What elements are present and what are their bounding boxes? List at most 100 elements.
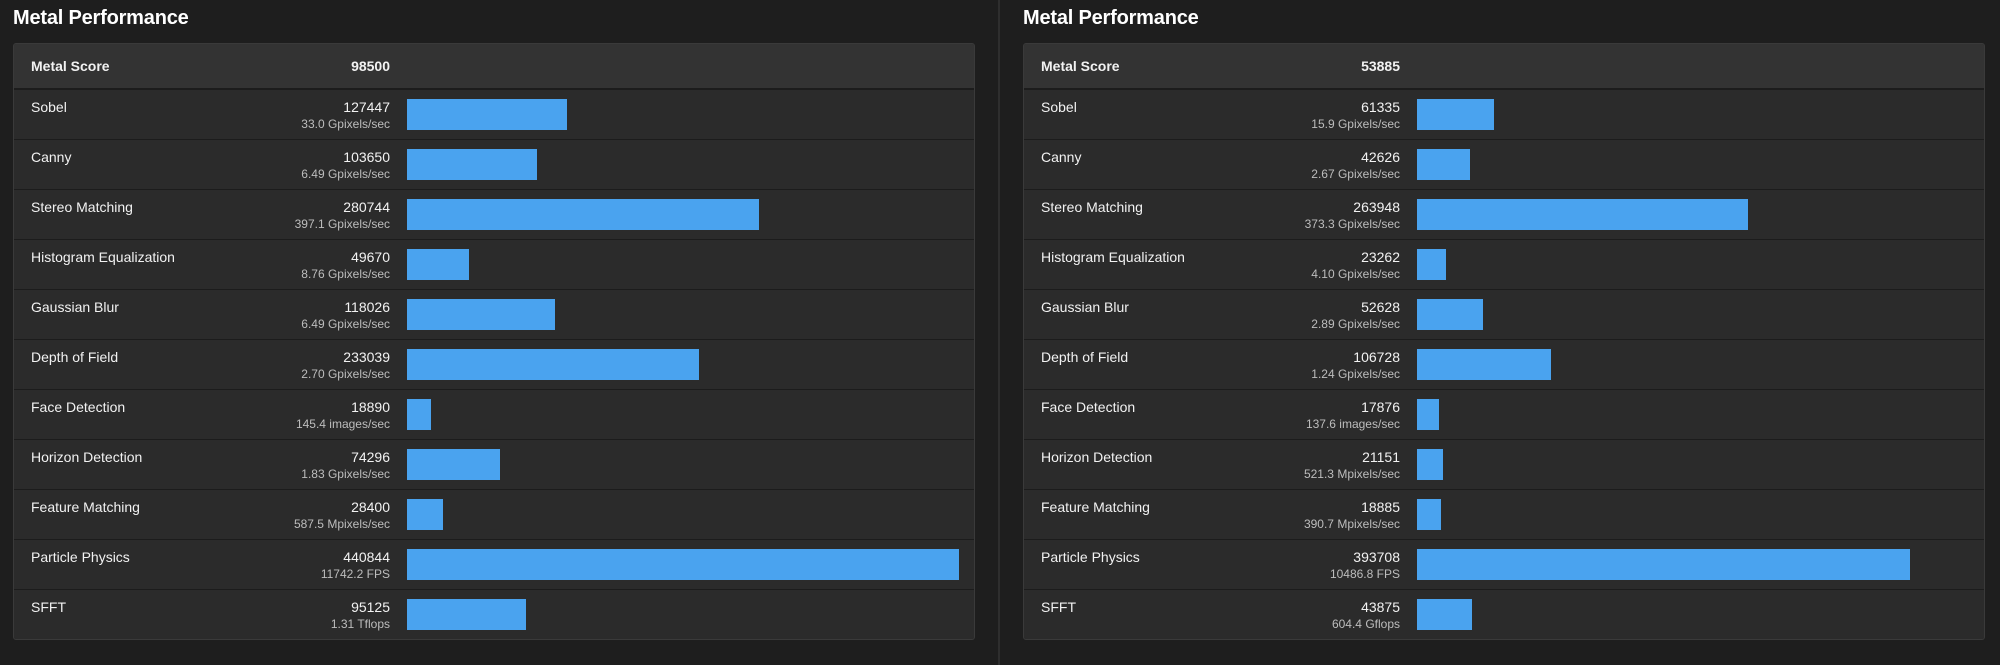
test-row: Sobel 127447 33.0 Gpixels/sec: [14, 89, 974, 139]
test-name: Gaussian Blur: [31, 299, 119, 315]
test-throughput: 587.5 Mpixels/sec: [293, 517, 390, 531]
test-row: Stereo Matching 280744 397.1 Gpixels/sec: [14, 189, 974, 239]
test-throughput: 15.9 Gpixels/sec: [1311, 117, 1400, 131]
test-score: 52628: [1361, 299, 1400, 315]
test-throughput: 373.3 Gpixels/sec: [1304, 217, 1400, 231]
test-score: 74296: [351, 449, 390, 465]
score-bar: [1417, 599, 1472, 630]
metal-score-label: Metal Score: [1041, 58, 1120, 74]
score-bar: [407, 299, 555, 330]
test-name: Stereo Matching: [31, 199, 133, 215]
test-row: Depth of Field 106728 1.24 Gpixels/sec: [1024, 339, 1984, 389]
score-bar: [1417, 499, 1441, 530]
test-throughput: 2.89 Gpixels/sec: [1311, 317, 1400, 331]
metal-score-row: Metal Score 98500: [14, 44, 974, 89]
test-row: Gaussian Blur 52628 2.89 Gpixels/sec: [1024, 289, 1984, 339]
test-name: Face Detection: [31, 399, 126, 415]
results-table: Metal Score 98500 Sobel 127447 33.0 Gpixel…: [13, 43, 975, 640]
score-bar: [407, 199, 759, 230]
metal-score-value: 98500: [351, 58, 390, 74]
test-name: Histogram Equalization: [31, 249, 175, 265]
test-name: Feature Matching: [31, 499, 140, 515]
test-name: Particle Physics: [1041, 549, 1140, 565]
test-row: Sobel 61335 15.9 Gpixels/sec: [1024, 89, 1984, 139]
test-name: Horizon Detection: [31, 449, 143, 465]
test-name: Sobel: [31, 99, 67, 115]
panel-left: Metal Performance Metal Score 98500 Sobe…: [13, 0, 975, 640]
test-row: Horizon Detection 21151 521.3 Mpixels/sec: [1024, 439, 1984, 489]
test-row: SFFT 95125 1.31 Tflops: [14, 589, 974, 639]
test-name: Histogram Equalization: [1041, 249, 1185, 265]
test-name: SFFT: [1041, 599, 1076, 615]
score-bar: [1417, 449, 1443, 480]
test-name: Particle Physics: [31, 549, 130, 565]
test-name: Canny: [1041, 149, 1082, 165]
score-bar: [407, 449, 500, 480]
test-name: Face Detection: [1041, 399, 1136, 415]
test-score: 118026: [344, 299, 390, 315]
score-bar: [1417, 199, 1748, 230]
test-score: 28400: [351, 499, 390, 515]
test-throughput: 2.67 Gpixels/sec: [1311, 167, 1400, 181]
test-name: Depth of Field: [31, 349, 119, 365]
test-throughput: 33.0 Gpixels/sec: [301, 117, 390, 131]
metal-score-label: Metal Score: [31, 58, 110, 74]
test-row: Stereo Matching 263948 373.3 Gpixels/sec: [1024, 189, 1984, 239]
test-score: 106728: [1353, 349, 1400, 365]
score-bar: [1417, 249, 1446, 280]
test-name: Stereo Matching: [1041, 199, 1143, 215]
score-bar: [407, 349, 699, 380]
test-score: 18885: [1361, 499, 1400, 515]
test-score: 18890: [351, 399, 390, 415]
test-throughput: 604.4 Gflops: [1331, 617, 1400, 631]
test-name: Gaussian Blur: [1041, 299, 1129, 315]
test-score: 49670: [351, 249, 390, 265]
test-throughput: 11742.2 FPS: [320, 567, 390, 581]
score-bar: [407, 599, 526, 630]
test-name: Canny: [31, 149, 72, 165]
test-row: Horizon Detection 74296 1.83 Gpixels/sec: [14, 439, 974, 489]
test-row: Feature Matching 28400 587.5 Mpixels/sec: [14, 489, 974, 539]
test-row: Gaussian Blur 118026 6.49 Gpixels/sec: [14, 289, 974, 339]
panel-right: Metal Performance Metal Score 53885 Sobe…: [1023, 0, 1985, 640]
test-throughput: 521.3 Mpixels/sec: [1303, 467, 1400, 481]
score-bar: [407, 249, 469, 280]
test-throughput: 8.76 Gpixels/sec: [301, 267, 390, 281]
test-name: Feature Matching: [1041, 499, 1150, 515]
test-score: 233039: [343, 349, 390, 365]
test-row: SFFT 43875 604.4 Gflops: [1024, 589, 1984, 639]
test-throughput: 1.83 Gpixels/sec: [301, 467, 390, 481]
test-score: 61335: [1361, 99, 1400, 115]
test-score: 440844: [343, 549, 390, 565]
score-bar: [1417, 399, 1439, 430]
test-throughput: 1.24 Gpixels/sec: [1311, 367, 1400, 381]
score-bar: [407, 399, 431, 430]
panel-divider: [998, 0, 1000, 665]
test-row: Feature Matching 18885 390.7 Mpixels/sec: [1024, 489, 1984, 539]
test-throughput: 137.6 images/sec: [1305, 417, 1400, 431]
test-name: Sobel: [1041, 99, 1077, 115]
test-score: 393708: [1353, 549, 1400, 565]
panel-title: Metal Performance: [13, 7, 189, 29]
score-bar: [1417, 99, 1494, 130]
test-score: 42626: [1361, 149, 1400, 165]
score-bar: [407, 499, 443, 530]
test-row: Histogram Equalization 49670 8.76 Gpixels/…: [14, 239, 974, 289]
test-throughput: 6.49 Gpixels/sec: [301, 167, 390, 181]
test-score: 43875: [1361, 599, 1400, 615]
test-throughput: 390.7 Mpixels/sec: [1303, 517, 1400, 531]
test-name: SFFT: [31, 599, 66, 615]
test-throughput: 4.10 Gpixels/sec: [1311, 267, 1400, 281]
test-row: Particle Physics 393708 10486.8 FPS: [1024, 539, 1984, 589]
score-bar: [407, 99, 567, 130]
test-throughput: 6.49 Gpixels/sec: [301, 317, 390, 331]
test-throughput: 1.31 Tflops: [330, 617, 390, 631]
score-bar: [407, 549, 959, 580]
test-score: 127447: [343, 99, 390, 115]
score-bar: [1417, 299, 1483, 330]
test-score: 21151: [1362, 449, 1400, 465]
test-name: Horizon Detection: [1041, 449, 1153, 465]
test-throughput: 10486.8 FPS: [1329, 567, 1400, 581]
results-table: Metal Score 53885 Sobel 61335 15.9 Gpixels…: [1023, 43, 1985, 640]
